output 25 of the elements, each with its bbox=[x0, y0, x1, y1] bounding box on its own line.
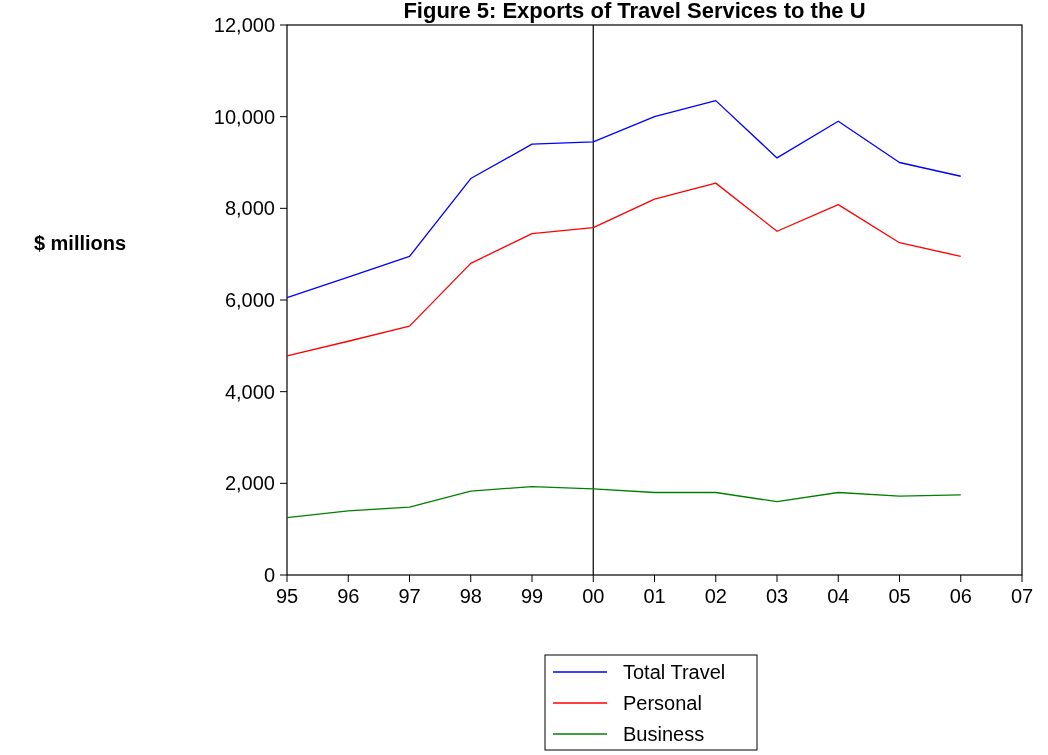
x-tick-label: 05 bbox=[888, 585, 911, 607]
y-tick-label: 4,000 bbox=[224, 380, 275, 403]
x-tick-label: 95 bbox=[275, 585, 299, 607]
legend-label: Business bbox=[623, 723, 705, 745]
y-tick-label: 10,000 bbox=[213, 105, 275, 128]
legend-label: Total Travel bbox=[623, 661, 726, 683]
x-tick-label: 04 bbox=[827, 585, 850, 607]
y-tick-label: 6,000 bbox=[224, 289, 275, 311]
x-tick-label: 99 bbox=[520, 585, 544, 607]
y-tick-label: 0 bbox=[263, 564, 275, 586]
x-tick-label: 96 bbox=[337, 585, 360, 607]
x-tick-label: 01 bbox=[643, 585, 666, 607]
x-tick-label: 03 bbox=[765, 585, 789, 607]
y-axis-title: $ millions bbox=[33, 232, 127, 254]
x-tick-label: 00 bbox=[582, 585, 605, 607]
y-tick-label: 2,000 bbox=[224, 472, 275, 495]
chart-title: Figure 5: Exports of Travel Services to the U bbox=[403, 0, 866, 23]
x-tick-label: 97 bbox=[398, 585, 421, 607]
y-tick-label: 12,000 bbox=[213, 14, 275, 36]
legend-label: Personal bbox=[623, 692, 702, 714]
x-tick-label: 06 bbox=[949, 585, 972, 607]
x-tick-label: 07 bbox=[1010, 585, 1034, 607]
y-tick-label: 8,000 bbox=[224, 197, 275, 220]
x-tick-label: 98 bbox=[459, 585, 482, 607]
x-tick-label: 02 bbox=[704, 585, 727, 607]
